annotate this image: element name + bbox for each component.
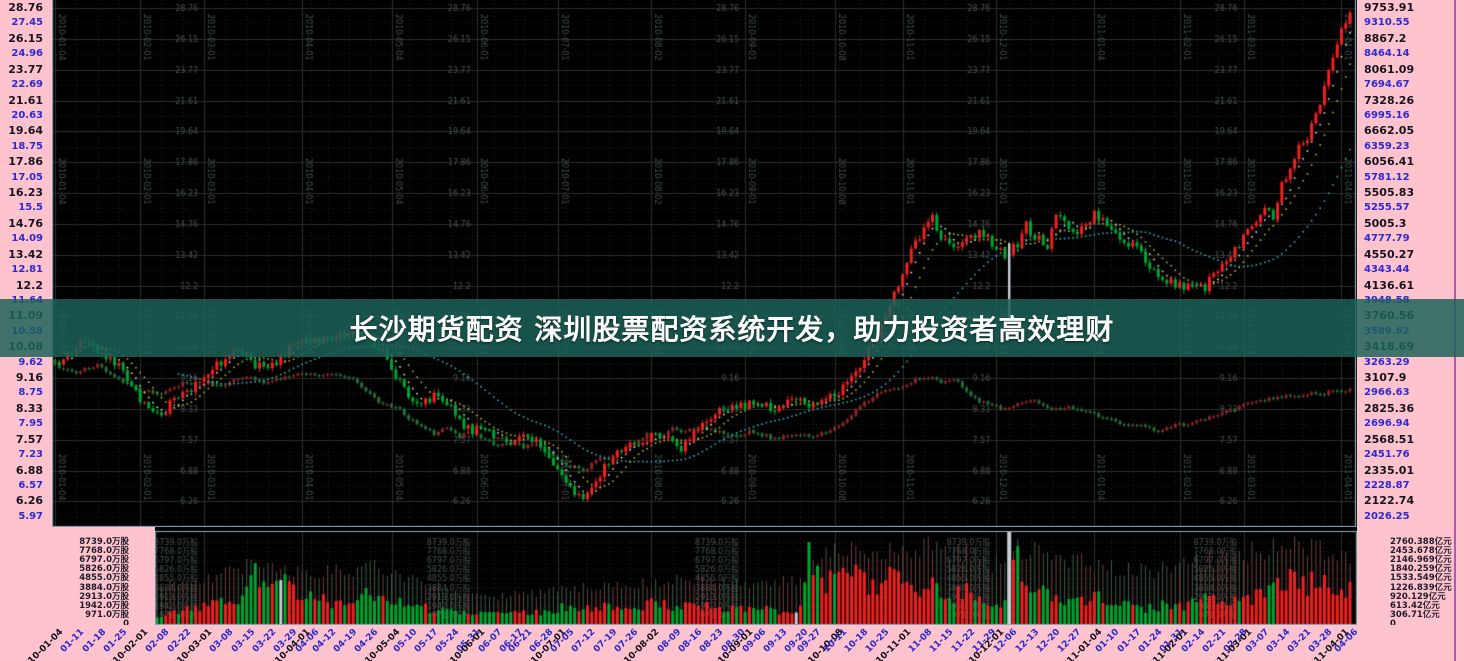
volume-left-axis-label: 0 [123, 619, 129, 629]
left-axis-label: 26.15 [8, 31, 43, 45]
right-axis-label: 3107.9 [1364, 371, 1407, 385]
right-axis-label: 4136.61 [1364, 278, 1415, 292]
volume-right-axis-label: 613.42亿元 [1390, 600, 1440, 611]
left-axis-label: 18.75 [11, 140, 43, 152]
right-axis-label: 4343.44 [1364, 264, 1410, 276]
left-axis-label: 9.16 [15, 371, 43, 385]
volume-right-axis-label: 0 [1390, 619, 1396, 629]
right-axis-label: 5505.83 [1364, 186, 1415, 200]
volume-left-axis-label: 4855.0万股 [79, 573, 129, 584]
left-axis-label: 7.57 [15, 432, 43, 446]
left-axis-label: 5.97 [18, 510, 43, 522]
right-axis-label: 7694.67 [1364, 79, 1410, 91]
left-price-axis: 28.76 27.45 26.15 24.96 23.77 22.69 21.61 20.63… [0, 0, 52, 527]
volume-left-axis-label: 5826.0万股 [79, 564, 129, 575]
date-axis-label: 11-22 [949, 627, 977, 655]
right-axis-label: 5781.12 [1364, 171, 1410, 183]
left-axis-label: 15.5 [18, 202, 43, 214]
left-axis-label: 19.64 [8, 124, 43, 138]
date-axis-label: 03-08 [208, 627, 236, 655]
right-axis-label: 4550.27 [1364, 247, 1415, 261]
right-axis-label: 3263.29 [1364, 356, 1410, 368]
right-axis-label: 6995.16 [1364, 109, 1410, 121]
left-axis-label: 14.76 [8, 216, 43, 230]
left-axis-label: 22.69 [11, 79, 43, 91]
left-axis-label: 6.88 [15, 463, 43, 477]
right-axis-label: 4777.79 [1364, 233, 1410, 245]
volume-right-axis-label: 1226.839亿元 [1390, 582, 1452, 593]
volume-left-axis-label: 8739.0万股 [79, 537, 129, 547]
left-axis-label: 17.86 [8, 155, 43, 169]
right-axis-label: 2825.36 [1364, 401, 1415, 415]
left-axis-label: 17.05 [11, 171, 43, 183]
right-axis-label: 7328.26 [1364, 93, 1415, 107]
promo-banner-overlay[interactable]: 长沙期货配资 深圳股票配资系统开发，助力投资者高效理财 [0, 299, 1464, 357]
volume-left-axis-label: 6797.0万股 [79, 555, 129, 566]
volume-right-axis-label: 2146.969亿元 [1390, 555, 1452, 566]
volume-left-axis-label: 7768.0万股 [79, 546, 129, 557]
right-axis-label: 2026.25 [1364, 510, 1410, 522]
volume-right-axis-label: 2760.388亿元 [1390, 537, 1452, 547]
date-axis-label: 07-12 [570, 627, 598, 655]
right-axis-label: 2966.63 [1364, 387, 1410, 399]
left-axis-label: 12.2 [15, 278, 43, 292]
left-axis-label: 7.23 [18, 449, 43, 461]
right-axis-label: 6662.05 [1364, 124, 1415, 138]
left-axis-label: 28.76 [8, 1, 43, 14]
left-axis-label: 6.57 [18, 479, 43, 491]
date-axis-label: 01-18 [80, 627, 108, 655]
left-axis-label: 23.77 [8, 62, 43, 76]
right-axis-label: 5255.57 [1364, 202, 1410, 214]
volume-right-axis-label: 920.129亿元 [1390, 591, 1446, 602]
volume-right-axis-label: 1533.549亿元 [1390, 573, 1452, 584]
volume-left-axis-label: 971.0万股 [85, 609, 129, 620]
left-axis-label: 13.42 [8, 247, 43, 261]
right-axis-label: 2451.76 [1364, 449, 1410, 461]
right-axis-label: 6056.41 [1364, 155, 1415, 169]
right-axis-label: 2696.94 [1364, 418, 1410, 430]
left-axis-label: 24.96 [11, 48, 43, 60]
date-axis-strip: 2010-01-04 01-11 01-18 01-25 2010-02-01 02-08… [0, 625, 1464, 661]
right-axis-label: 8061.09 [1364, 62, 1415, 76]
left-axis-label: 6.26 [15, 494, 43, 508]
right-axis-label: 9753.91 [1364, 1, 1415, 14]
right-axis-label: 8867.2 [1364, 31, 1407, 45]
right-axis-label: 2228.87 [1364, 479, 1410, 491]
volume-right-axis-label: 1840.259亿元 [1390, 564, 1452, 575]
left-axis-label: 12.81 [11, 264, 43, 276]
right-axis-label: 2335.01 [1364, 463, 1415, 477]
left-axis-label: 27.45 [11, 17, 43, 29]
right-axis-label: 8464.14 [1364, 48, 1410, 60]
volume-left-axis-label: 2913.0万股 [79, 591, 129, 602]
right-axis-label: 2568.51 [1364, 432, 1415, 446]
left-axis-label: 7.95 [18, 418, 43, 430]
right-axis-label: 5005.3 [1364, 216, 1407, 230]
volume-right-axis-label: 306.71亿元 [1390, 609, 1440, 620]
date-axis-label: 12-13 [1013, 627, 1041, 655]
promo-banner-text: 长沙期货配资 深圳股票配资系统开发，助力投资者高效理财 [349, 313, 1115, 346]
right-axis-label: 6359.23 [1364, 140, 1410, 152]
left-axis-label: 16.23 [8, 186, 43, 200]
left-axis-label: 21.61 [8, 93, 43, 107]
left-axis-label: 8.33 [15, 401, 43, 415]
volume-left-axis: 8739.0万股 7768.0万股 6797.0万股 5826.0万股 4855.0万股… [0, 527, 155, 629]
volume-left-axis-label: 3884.0万股 [79, 582, 129, 593]
left-axis-label: 8.75 [18, 387, 43, 399]
volume-left-axis-label: 1942.0万股 [79, 600, 129, 611]
right-axis-label: 9310.55 [1364, 17, 1410, 29]
left-axis-label: 9.62 [18, 356, 43, 368]
right-axis-label: 2122.74 [1364, 494, 1415, 508]
volume-right-axis-label: 2453.678亿元 [1390, 546, 1452, 557]
date-axis-label: 02-08 [144, 627, 172, 655]
left-axis-label: 14.09 [11, 233, 43, 245]
date-axis-label: 2010-01-04 [17, 627, 66, 661]
left-axis-label: 20.63 [11, 109, 43, 121]
